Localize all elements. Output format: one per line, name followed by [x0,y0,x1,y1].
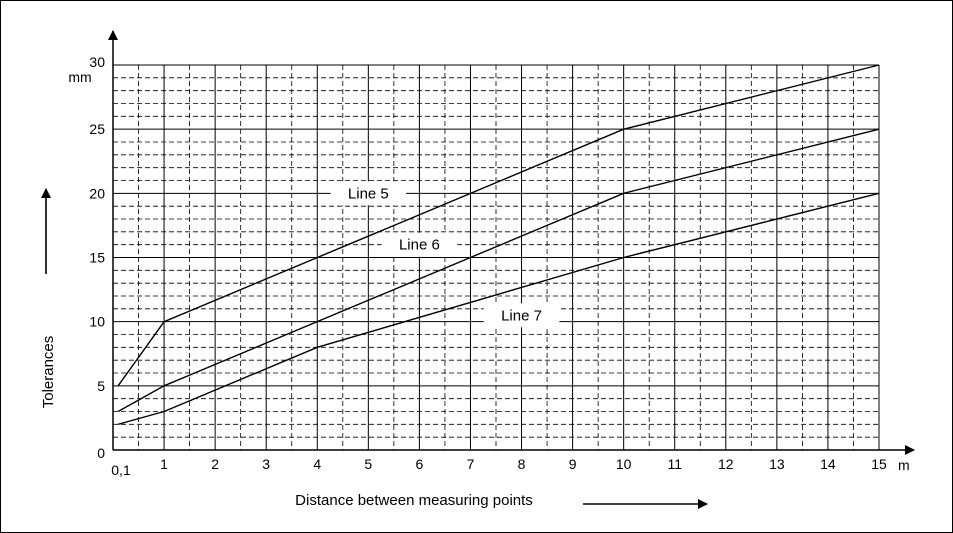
y-unit-label: mm [68,69,91,85]
series-line-1 [117,64,880,387]
x-tick-label: 9 [569,456,577,472]
series-labels: Line 5 Line 6 Line 7 [330,181,560,328]
x-unit-label: m [898,457,910,473]
x-tick-label: 7 [467,456,475,472]
x-tick-label: 13 [769,456,785,472]
x-tick-label: 11 [667,456,682,472]
y-tick-label: 15 [89,250,105,266]
x-axis-title: Distance between measuring points [295,492,533,509]
x-tick-label: 14 [820,456,836,472]
x-tick-label: 15 [871,456,887,472]
series-line-3 [117,192,880,425]
x-tick-label: 5 [364,456,372,472]
series-label-2: Line 6 [399,237,440,254]
y-axis-title: Tolerances [40,336,57,409]
x-tick-label: 0,1 [111,462,131,478]
x-tick-labels: 0,1 1 2 3 4 5 6 7 8 9 10 11 12 13 14 15 [111,456,887,478]
y-tick-label: 20 [89,185,105,201]
y-tick-label: 25 [89,121,105,137]
y-tick-label: 0 [97,445,105,461]
x-tick-label: 6 [416,456,424,472]
series-label-background [330,181,407,206]
y-tick-label: 10 [89,314,105,330]
series-label-3: Line 7 [501,307,542,324]
y-tick-label: 5 [97,378,105,394]
series-label-1: Line 5 [348,185,389,202]
x-tick-label: 10 [616,456,632,472]
x-tick-label: 2 [211,456,219,472]
x-tick-label: 12 [718,456,734,472]
series-label-background [483,303,560,328]
x-tick-label: 1 [160,456,168,472]
series-line-2 [117,128,880,413]
x-tick-label: 8 [518,456,526,472]
axes [108,30,915,455]
y-tick-label: 30 [89,54,105,70]
y-tick-labels: 0 5 10 15 20 25 30 [89,54,105,461]
x-tick-label: 3 [262,456,270,472]
series-lines [117,64,880,425]
series-label-background [381,232,458,257]
x-tick-label: 4 [313,456,321,472]
